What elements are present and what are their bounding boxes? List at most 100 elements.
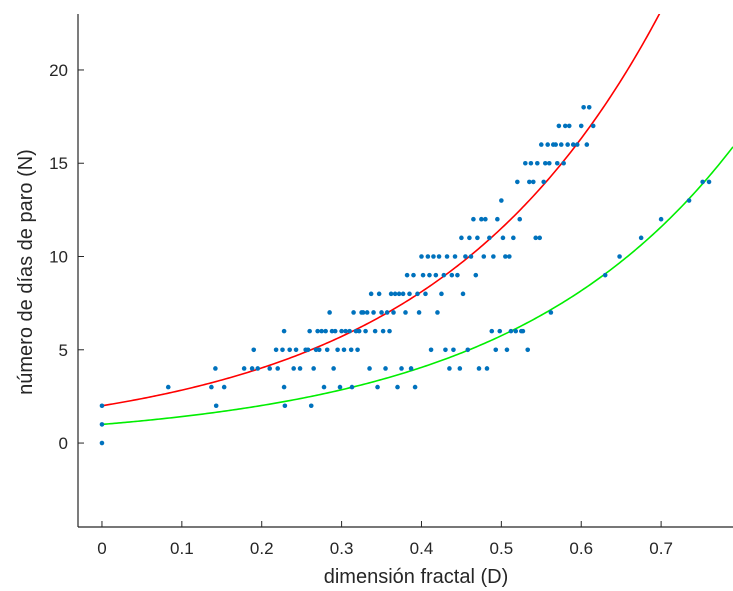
data-point [221, 384, 227, 390]
data-point [297, 366, 303, 371]
data-point [376, 291, 382, 297]
x-tick-label: 0.7 [649, 539, 673, 558]
data-point [449, 272, 455, 278]
data-point [602, 272, 608, 278]
data-point [525, 347, 531, 353]
data-point [433, 272, 439, 278]
data-point [481, 254, 487, 259]
data-point [556, 123, 562, 129]
data-point [412, 384, 418, 390]
data-point [483, 216, 488, 222]
x-tick-label: 0.4 [410, 539, 434, 558]
axes [77, 14, 733, 528]
data-point [431, 254, 436, 259]
data-point [617, 254, 622, 259]
data-point [428, 347, 434, 353]
data-point [511, 235, 516, 241]
data-point [586, 104, 592, 110]
fit-curve-upper [101, 14, 661, 407]
data-point [380, 328, 386, 334]
data-point [531, 179, 536, 185]
data-point [500, 235, 506, 241]
data-point [545, 142, 550, 147]
data-point [476, 366, 482, 371]
x-tick-label: 0.5 [490, 539, 514, 558]
fit-curves [101, 14, 733, 426]
data-point [307, 328, 312, 334]
data-point [281, 384, 287, 390]
data-point [435, 310, 440, 315]
data-point [513, 328, 519, 334]
data-points [99, 104, 712, 446]
data-point [411, 272, 416, 278]
data-point [487, 235, 492, 241]
data-point [415, 291, 420, 297]
data-point [255, 366, 261, 371]
data-point [548, 310, 554, 315]
y-tick-label: 5 [59, 341, 68, 360]
data-point [439, 291, 444, 297]
data-point [291, 366, 296, 371]
x-tick-label: 0 [97, 539, 106, 558]
data-point [349, 384, 355, 390]
data-point [546, 160, 552, 166]
fit-curve-lower [101, 146, 733, 426]
data-point [542, 160, 548, 166]
data-point [420, 272, 426, 278]
data-point [561, 160, 566, 166]
data-point [562, 123, 568, 129]
data-point [520, 328, 526, 334]
data-point [323, 328, 328, 334]
data-point [475, 235, 480, 241]
data-point [249, 366, 255, 371]
data-point [503, 254, 508, 259]
data-point [251, 347, 257, 353]
data-point [331, 366, 336, 371]
data-point [700, 179, 705, 185]
data-point [457, 366, 463, 371]
data-point [363, 328, 368, 334]
data-point [408, 366, 414, 371]
data-point [311, 366, 316, 371]
data-point [425, 254, 431, 259]
y-tick-label: 10 [49, 248, 68, 267]
data-point [351, 310, 356, 315]
data-point [316, 347, 322, 353]
data-point [570, 142, 576, 147]
data-point [360, 310, 366, 315]
data-point [371, 310, 376, 315]
data-point [495, 216, 500, 222]
data-point [404, 272, 410, 278]
data-point [241, 366, 247, 371]
data-point [407, 291, 412, 297]
data-point [356, 328, 362, 334]
data-point [473, 272, 479, 278]
data-point [658, 216, 664, 222]
data-point [471, 216, 476, 222]
data-point [293, 347, 299, 353]
data-point [528, 160, 534, 166]
y-tick-label: 20 [49, 61, 68, 80]
data-point [348, 347, 354, 353]
data-point [343, 328, 348, 334]
data-point [209, 384, 214, 390]
data-point [538, 142, 544, 147]
data-point [403, 310, 408, 315]
data-point [99, 440, 105, 446]
data-point [396, 291, 402, 297]
data-point [392, 291, 398, 297]
data-point [493, 347, 499, 353]
data-point [484, 366, 490, 371]
y-axis-label: número de días de paro (N) [15, 149, 37, 395]
data-point [444, 254, 450, 259]
data-point [327, 310, 332, 315]
y-tick-label: 15 [49, 154, 68, 173]
data-point [375, 384, 380, 390]
data-point [339, 328, 344, 334]
data-point [535, 160, 540, 166]
data-point [565, 142, 570, 147]
data-point [537, 235, 542, 241]
data-point [332, 328, 338, 334]
data-point [388, 291, 394, 297]
